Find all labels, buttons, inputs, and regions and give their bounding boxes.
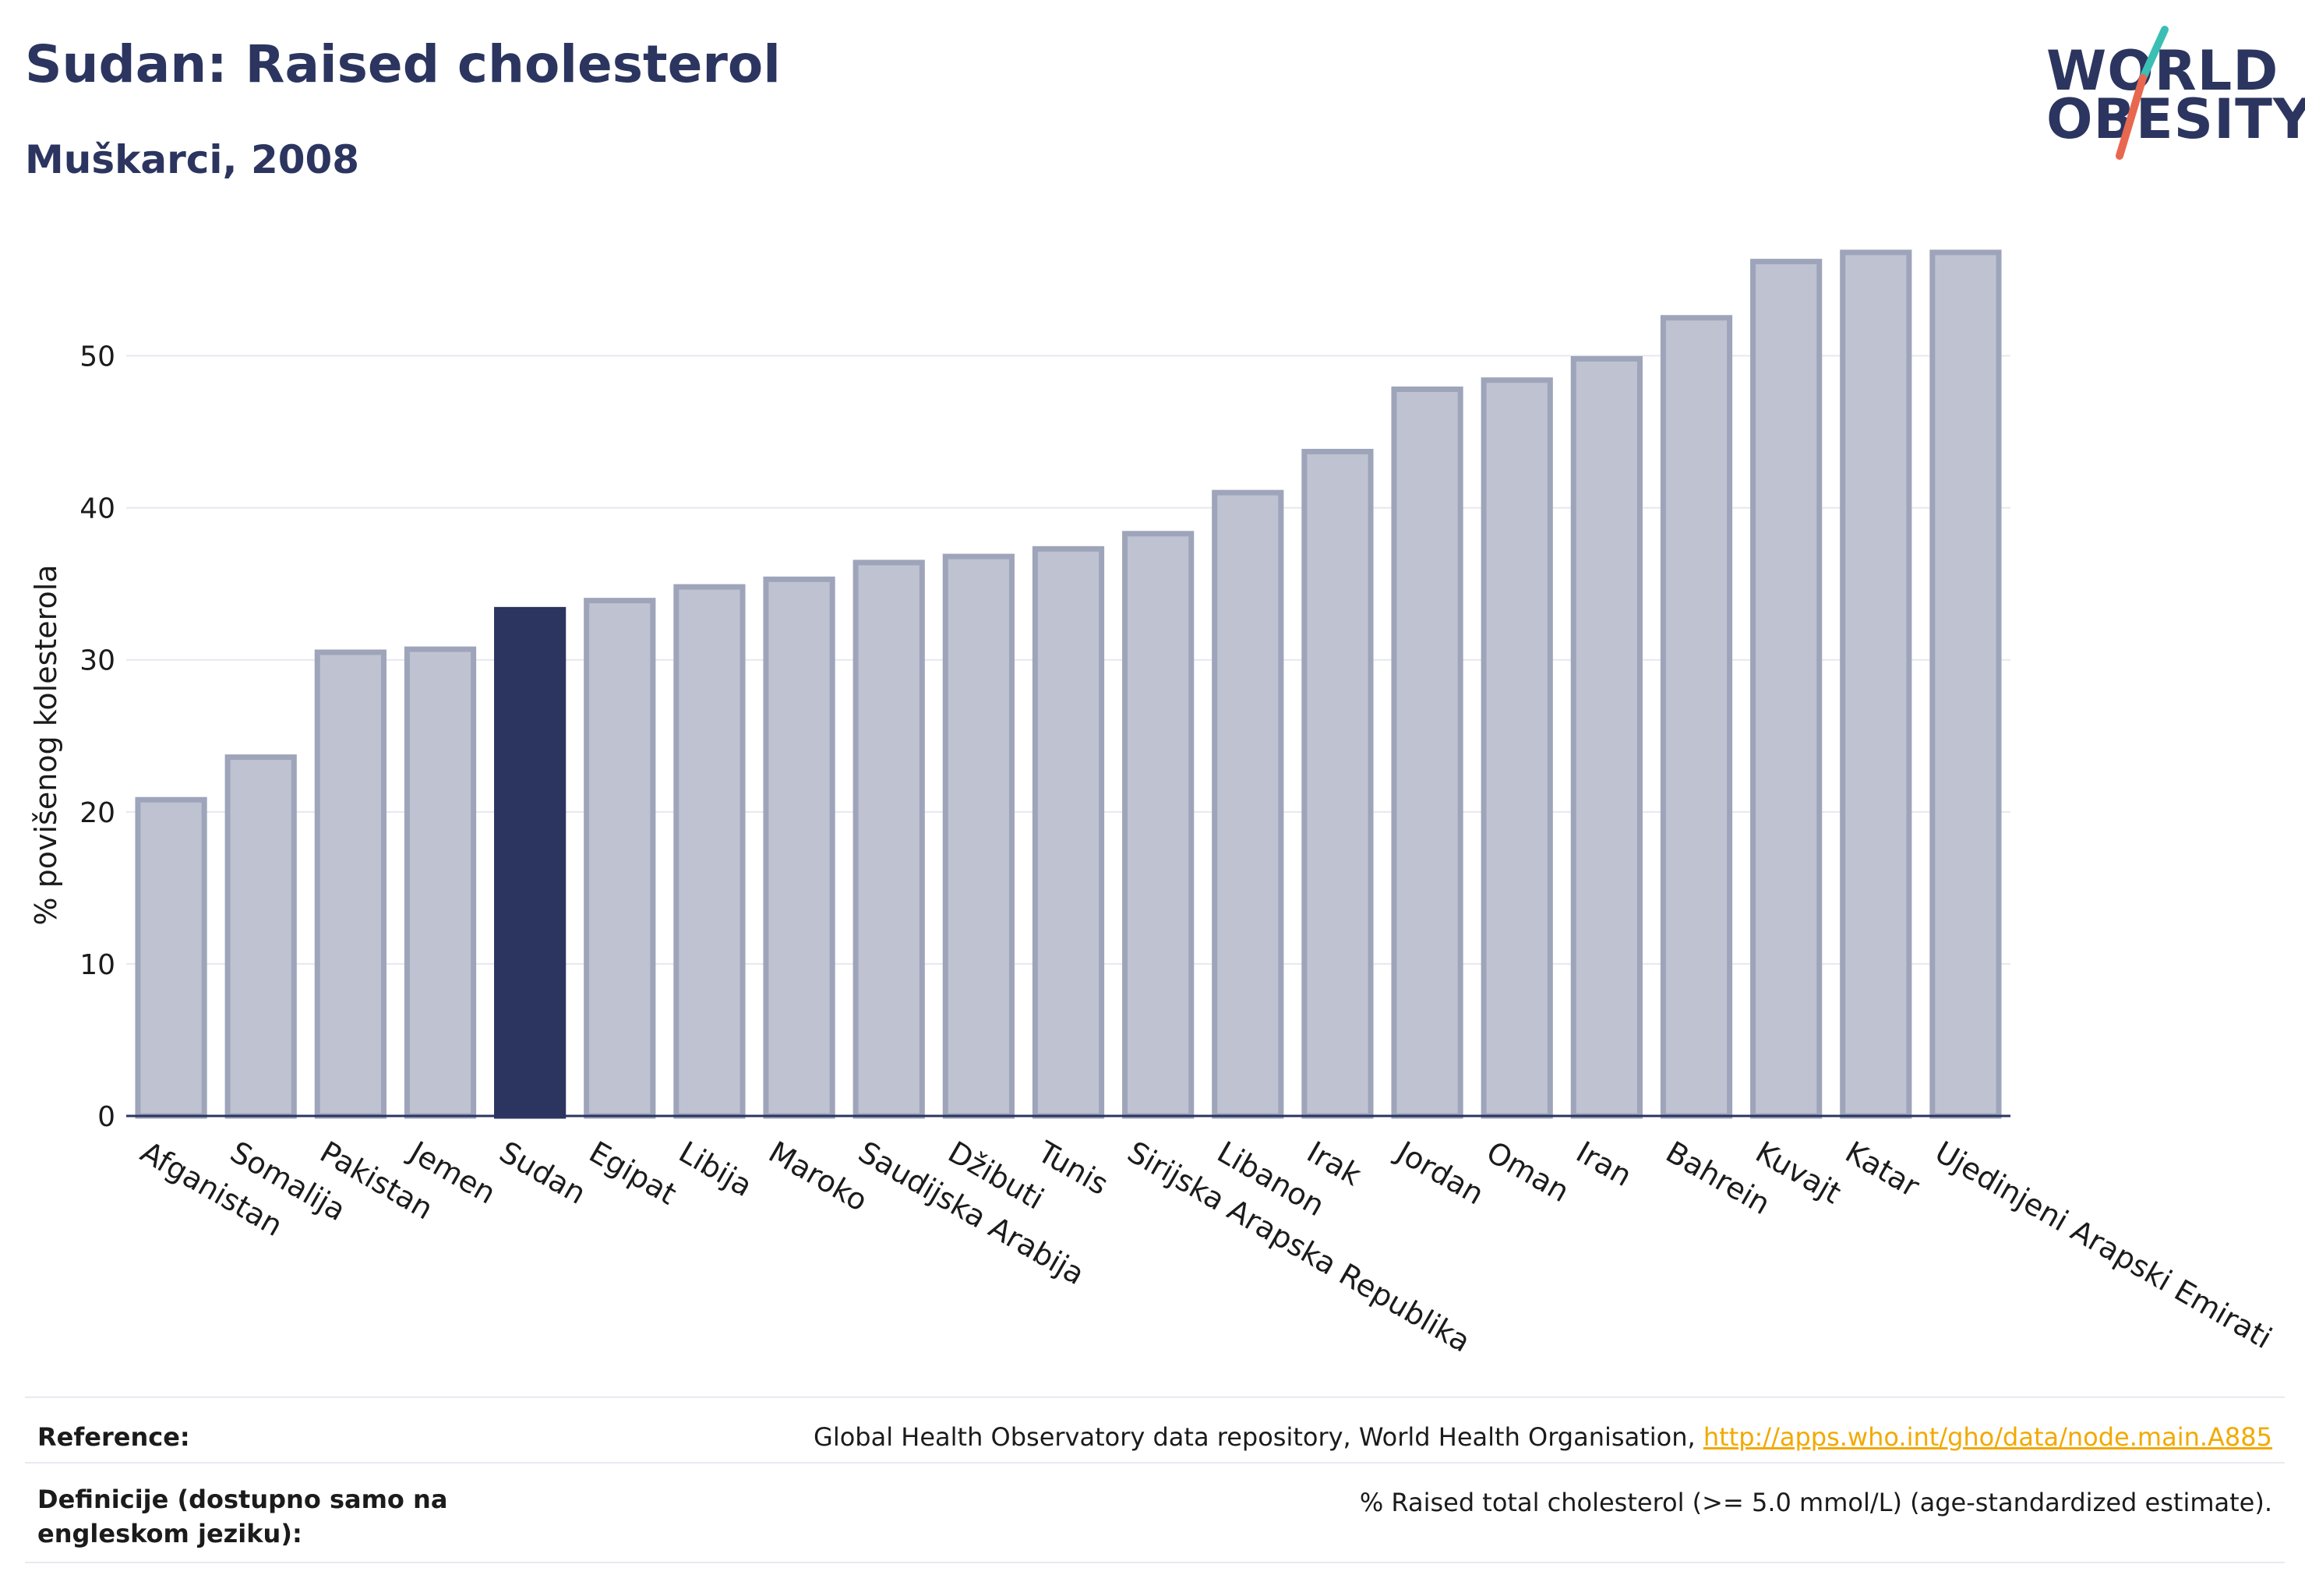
- bar: [1660, 315, 1733, 1119]
- y-tick-label: 30: [79, 645, 115, 677]
- logo-word-world: WORLD: [2046, 39, 2279, 103]
- bar: [1032, 546, 1105, 1119]
- chart-title: Sudan: Raised cholesterol: [25, 34, 781, 94]
- footer-reference-row: Reference: Global Health Observatory dat…: [25, 1396, 2285, 1452]
- bar: [314, 649, 387, 1119]
- bar: [135, 796, 207, 1119]
- bar-chart: 01020304050AfganistanSomalijaPakistanJem…: [29, 249, 2278, 1359]
- definition-value: % Raised total cholesterol (>= 5.0 mmol/…: [1359, 1488, 2272, 1517]
- x-tick-label: Iran: [1570, 1135, 1637, 1193]
- bar: [1570, 355, 1643, 1119]
- definition-label: Definicije (dostupno samo na engleskom j…: [37, 1485, 448, 1548]
- x-tick-label: Oman: [1481, 1135, 1575, 1209]
- y-tick-label: 0: [97, 1101, 115, 1133]
- bar: [1301, 448, 1374, 1119]
- reference-link[interactable]: http://apps.who.int/gho/data/node.main.A…: [1703, 1422, 2272, 1452]
- bar: [763, 576, 835, 1119]
- bar: [224, 754, 297, 1119]
- bar: [1212, 489, 1284, 1119]
- x-tick-label: Sudan: [494, 1135, 592, 1211]
- x-tick-label: Libija: [673, 1135, 758, 1203]
- y-tick-label: 50: [79, 341, 115, 373]
- x-tick-label: Egipat: [584, 1135, 683, 1212]
- bar: [1929, 249, 2002, 1119]
- reference-value: Global Health Observatory data repositor…: [814, 1420, 2272, 1454]
- bar-highlight: [494, 606, 567, 1119]
- y-tick-label: 20: [79, 797, 115, 829]
- bar: [673, 584, 746, 1119]
- x-tick-label: Ujedinjeni Arapski Emirati: [1929, 1135, 2278, 1355]
- y-axis-label: % povišenog kolesterola: [29, 564, 63, 925]
- bar: [1391, 386, 1463, 1119]
- bar: [1840, 249, 1912, 1119]
- x-tick-label: Jordan: [1389, 1134, 1489, 1212]
- bar: [1750, 259, 1823, 1119]
- x-tick-label: Maroko: [763, 1135, 874, 1218]
- y-tick-label: 10: [79, 949, 115, 981]
- footer-definition-row: Definicije (dostupno samo na engleskom j…: [25, 1462, 2285, 1548]
- logo-word-obesity: OBESITY: [2046, 87, 2305, 151]
- bar: [852, 560, 925, 1119]
- reference-text: Global Health Observatory data repositor…: [814, 1422, 1703, 1452]
- y-tick-label: 40: [79, 493, 115, 525]
- bar: [1481, 377, 1553, 1119]
- bar: [404, 646, 477, 1119]
- reference-label: Reference:: [37, 1422, 190, 1452]
- logo-slash-icon: [2116, 26, 2169, 160]
- bar: [942, 553, 1015, 1119]
- x-tick-label: Katar: [1840, 1135, 1926, 1204]
- x-tick-label: Bahrein: [1661, 1135, 1777, 1221]
- bar-series: [135, 249, 2002, 1119]
- footer-bottom-rule: [25, 1562, 2285, 1563]
- bar: [1122, 531, 1195, 1119]
- bar: [584, 598, 656, 1119]
- chart-subtitle: Muškarci, 2008: [25, 137, 360, 182]
